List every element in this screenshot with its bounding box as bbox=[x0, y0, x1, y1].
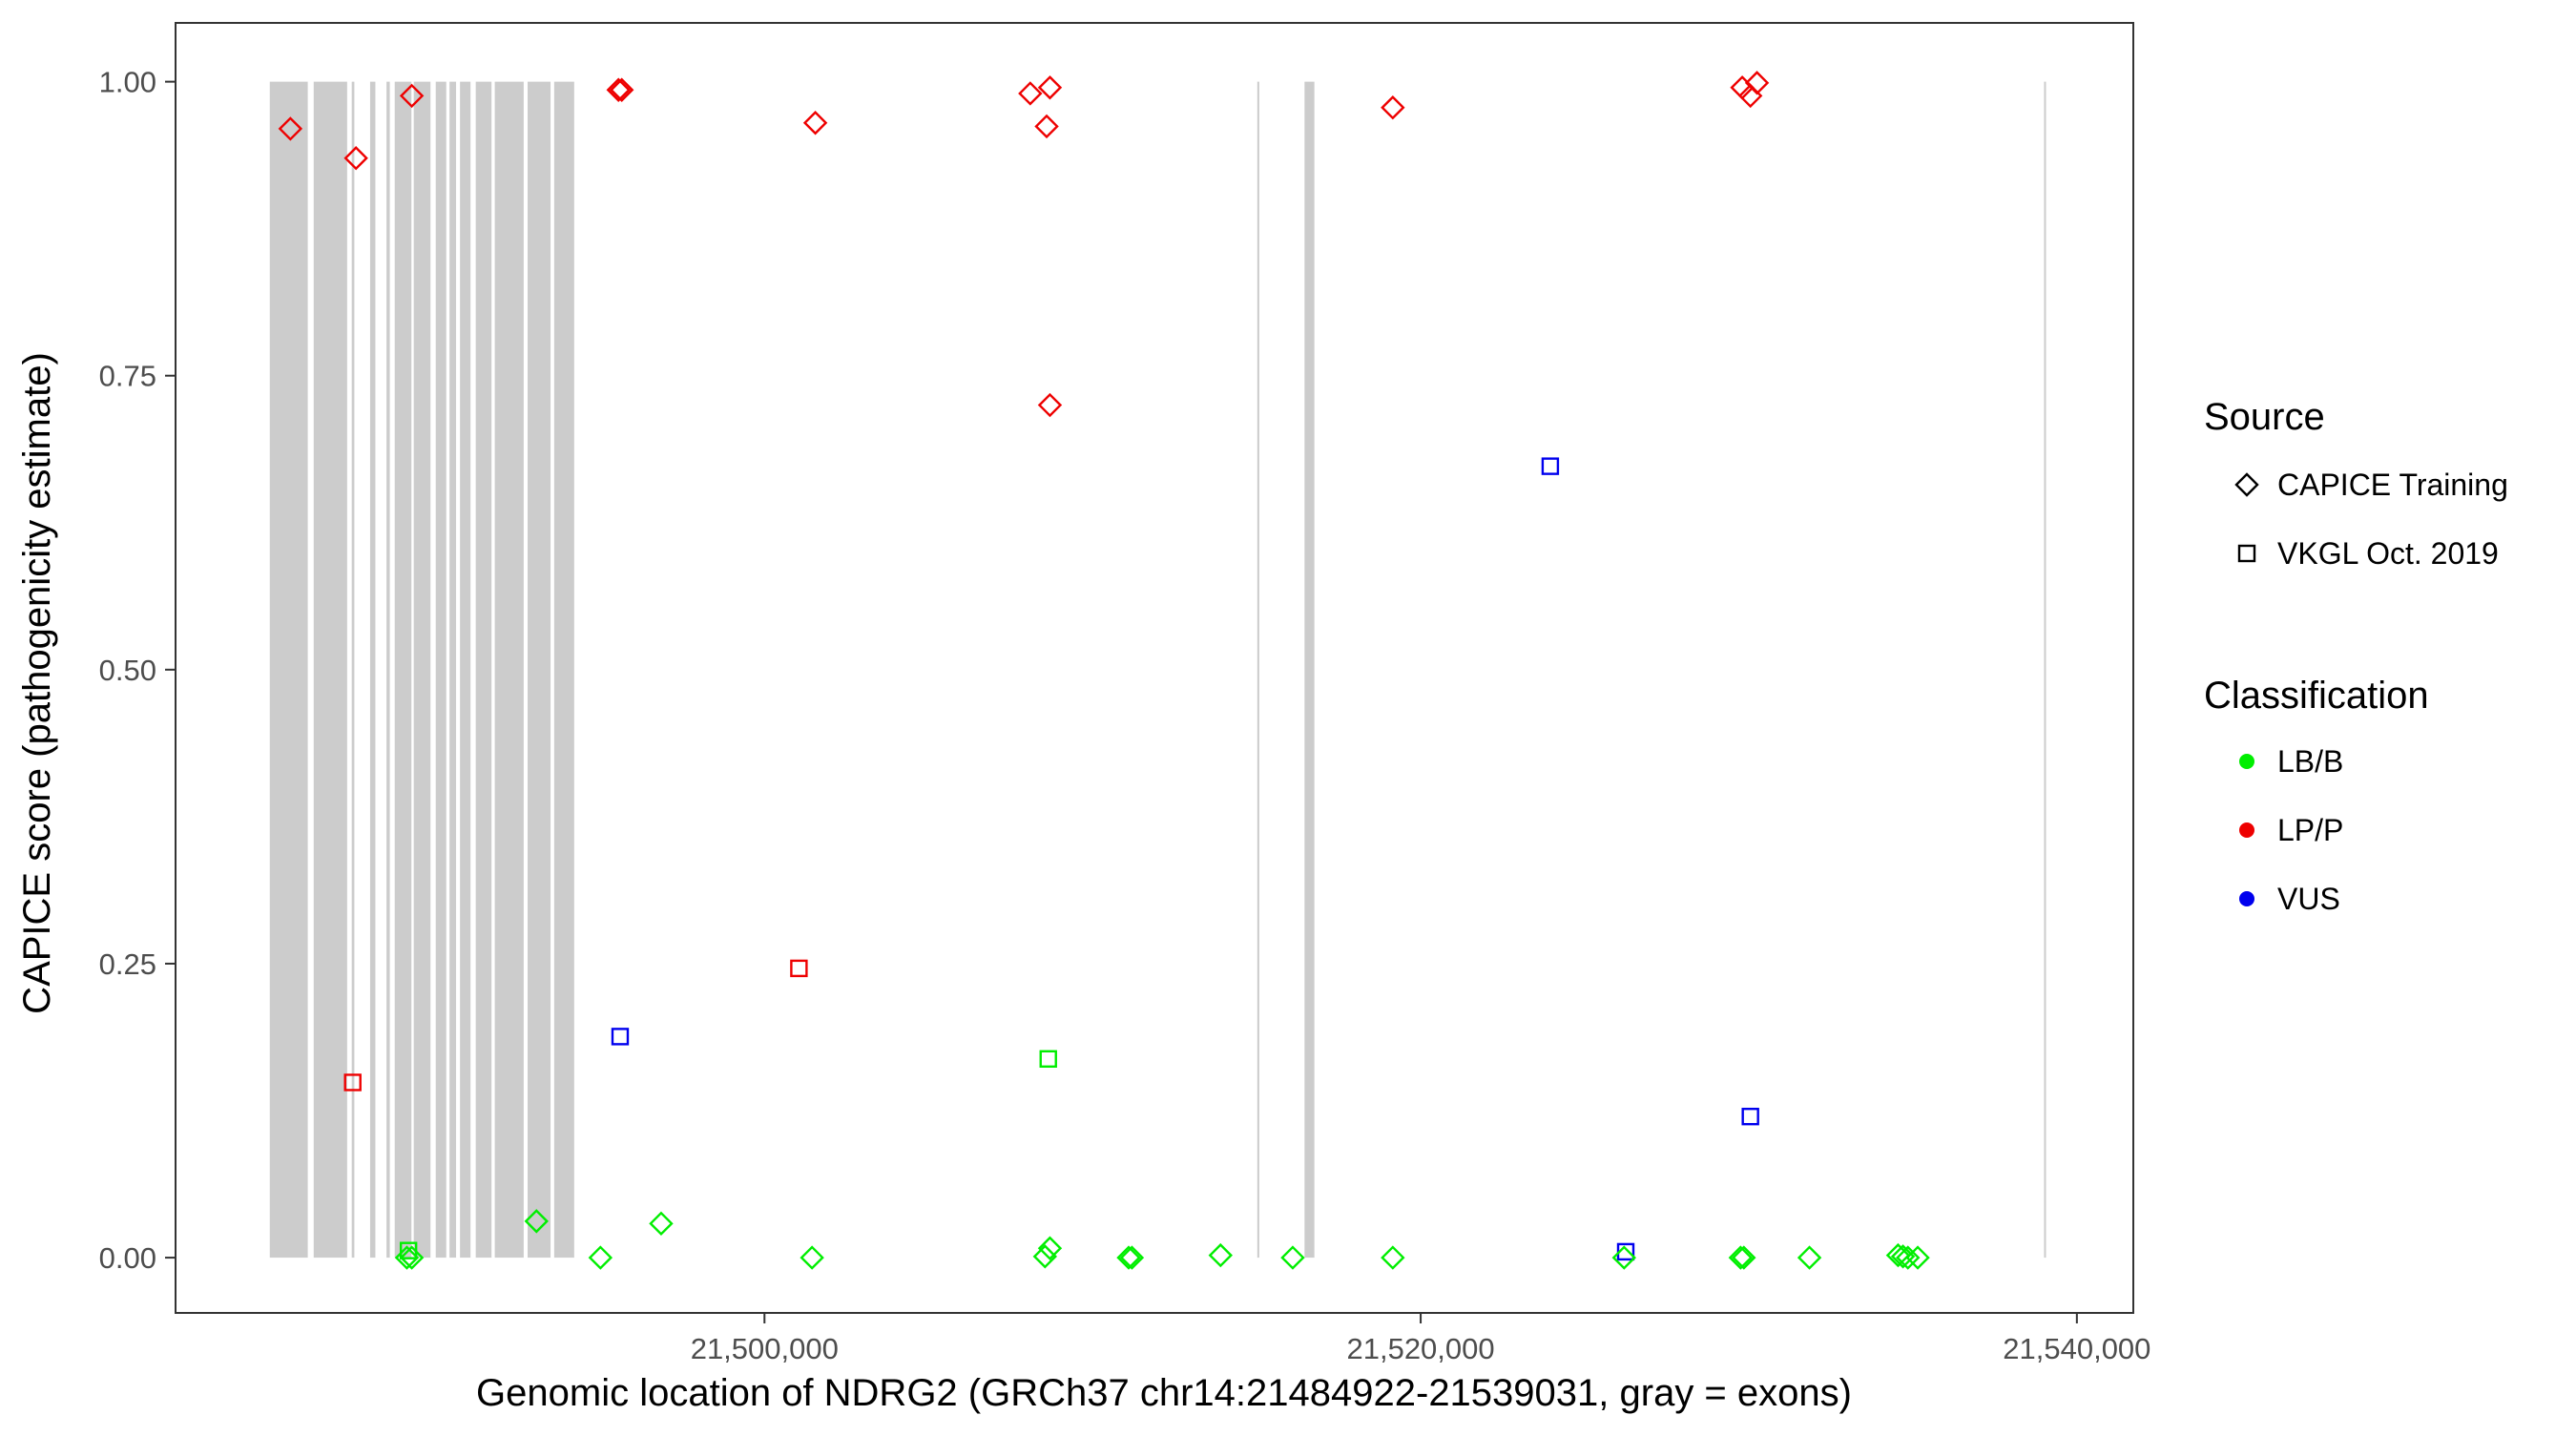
data-point bbox=[790, 959, 808, 978]
legend-source-key bbox=[2234, 472, 2259, 497]
data-point bbox=[1208, 1242, 1233, 1268]
data-point bbox=[800, 1245, 824, 1270]
exon-bar bbox=[2044, 81, 2046, 1259]
exon-bar bbox=[527, 81, 551, 1259]
legend-source-label: VKGL Oct. 2019 bbox=[2277, 536, 2499, 571]
data-point bbox=[1890, 1244, 1916, 1269]
legend-class-items: LB/B LP/P VUS bbox=[2239, 744, 2343, 916]
data-point bbox=[1611, 1245, 1636, 1270]
data-point bbox=[343, 146, 368, 171]
legend-class-key bbox=[2239, 891, 2254, 906]
legend-classification-title: Classification bbox=[2204, 675, 2429, 717]
exon-bar bbox=[413, 81, 431, 1259]
exon-bar bbox=[494, 81, 524, 1259]
data-point bbox=[394, 1245, 420, 1270]
legend: Source CAPICE Training VKGL Oct. 2019 Cla… bbox=[2204, 396, 2508, 916]
x-tick-label: 21,540,000 bbox=[2003, 1332, 2150, 1365]
exon-bar bbox=[553, 81, 574, 1259]
y-tick-label: 1.00 bbox=[99, 66, 156, 99]
exon-bar bbox=[1257, 81, 1259, 1259]
data-point bbox=[399, 83, 425, 109]
data-point bbox=[649, 1211, 674, 1237]
data-point bbox=[1728, 1245, 1754, 1270]
data-point bbox=[611, 1028, 630, 1046]
data-point bbox=[1037, 75, 1063, 100]
exon-layer bbox=[269, 81, 2046, 1259]
exon-bar bbox=[1304, 81, 1315, 1259]
x-axis: 21,500,000 21,520,000 21,540,000 bbox=[691, 1313, 2150, 1365]
legend-source-key bbox=[2237, 544, 2256, 563]
exon-bar bbox=[269, 81, 308, 1259]
exon-bar bbox=[460, 81, 471, 1259]
x-tick-label: 21,520,000 bbox=[1346, 1332, 1494, 1365]
exon-bar bbox=[369, 81, 376, 1259]
data-point bbox=[1797, 1245, 1822, 1270]
plot-panel-border bbox=[175, 22, 2134, 1314]
data-point bbox=[1034, 114, 1059, 139]
y-tick-label: 0.00 bbox=[99, 1241, 156, 1275]
legend-class-key bbox=[2239, 754, 2254, 769]
exon-bar bbox=[313, 81, 347, 1259]
data-point bbox=[1896, 1245, 1921, 1270]
data-point bbox=[524, 1209, 549, 1234]
data-point bbox=[1039, 1050, 1057, 1068]
exon-bar bbox=[449, 81, 457, 1259]
data-point bbox=[343, 1073, 362, 1092]
data-point bbox=[278, 116, 303, 141]
legend-class-key bbox=[2239, 822, 2254, 838]
exon-bar bbox=[386, 81, 390, 1259]
data-point bbox=[1037, 1236, 1063, 1260]
data-point bbox=[1280, 1245, 1305, 1270]
legend-class-label: VUS bbox=[2277, 882, 2340, 916]
data-point bbox=[1885, 1242, 1911, 1268]
data-point bbox=[1732, 1245, 1756, 1270]
x-axis-label: Genomic location of NDRG2 (GRCh37 chr14:… bbox=[476, 1372, 1852, 1414]
data-point bbox=[802, 111, 828, 135]
legend-class-label: LB/B bbox=[2277, 744, 2343, 779]
points-layer bbox=[278, 71, 1930, 1270]
y-axis-label: CAPICE score (pathogenicity estimate) bbox=[16, 352, 58, 1014]
data-point bbox=[606, 77, 631, 102]
data-point bbox=[1018, 81, 1043, 106]
data-point bbox=[1037, 392, 1063, 418]
data-point bbox=[1741, 1107, 1759, 1126]
data-point bbox=[1381, 95, 1405, 120]
data-point bbox=[1381, 1245, 1405, 1270]
y-axis: 0.00 0.25 0.50 0.75 1.00 bbox=[99, 66, 176, 1275]
data-point bbox=[1541, 457, 1560, 475]
legend-class-label: LP/P bbox=[2277, 813, 2343, 847]
x-tick-label: 21,500,000 bbox=[691, 1332, 839, 1365]
exon-bar bbox=[351, 81, 355, 1259]
data-point bbox=[1116, 1245, 1141, 1270]
y-tick-label: 0.25 bbox=[99, 947, 156, 981]
data-point bbox=[588, 1245, 613, 1270]
data-point bbox=[1744, 71, 1770, 95]
legend-source-label: CAPICE Training bbox=[2277, 468, 2508, 502]
data-point bbox=[1032, 1244, 1058, 1269]
legend-source-items: CAPICE Training VKGL Oct. 2019 bbox=[2234, 468, 2508, 571]
y-tick-label: 0.50 bbox=[99, 654, 156, 687]
exon-bar bbox=[435, 81, 447, 1259]
legend-source-title: Source bbox=[2204, 396, 2325, 438]
exon-bar bbox=[394, 81, 412, 1259]
data-point bbox=[609, 77, 634, 102]
y-tick-label: 0.75 bbox=[99, 360, 156, 393]
data-point bbox=[399, 1245, 425, 1270]
data-point bbox=[1905, 1245, 1930, 1270]
data-point bbox=[1119, 1245, 1145, 1270]
exon-bar bbox=[475, 81, 492, 1259]
